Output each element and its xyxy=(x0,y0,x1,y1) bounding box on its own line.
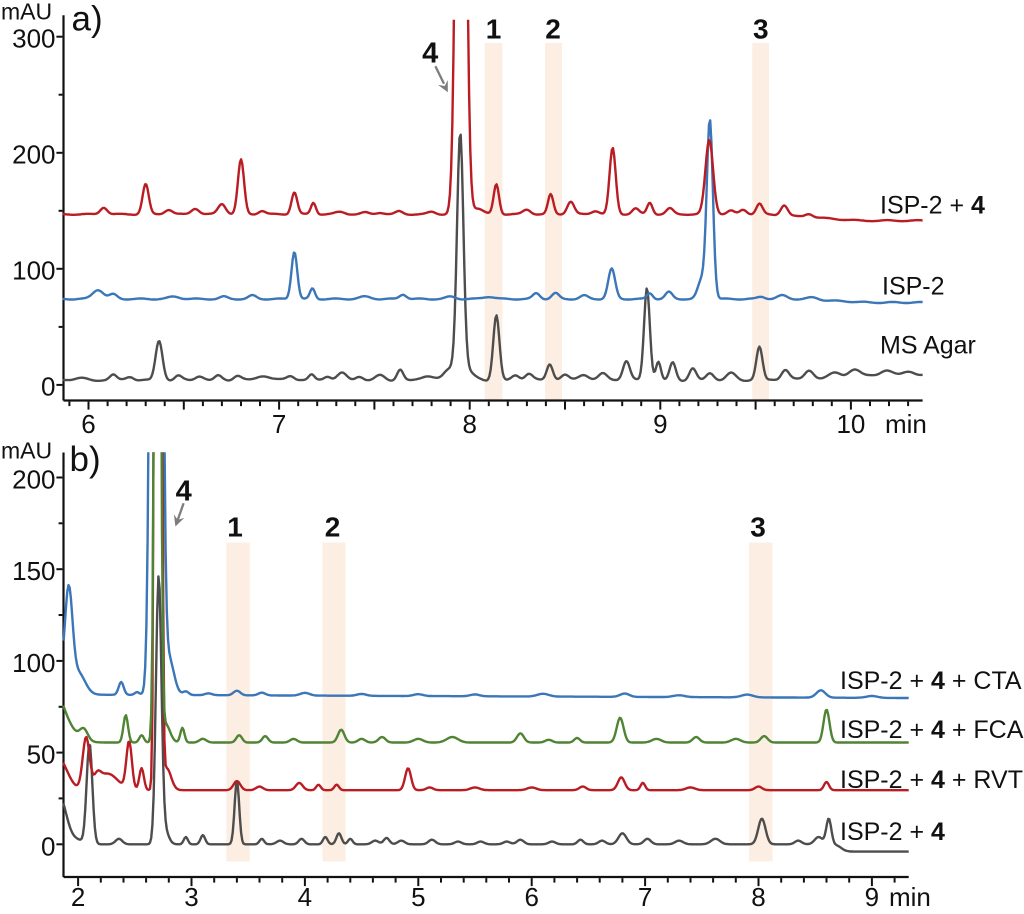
svg-text:9: 9 xyxy=(865,882,879,909)
svg-text:ISP-2: ISP-2 xyxy=(882,273,945,301)
svg-text:0: 0 xyxy=(41,372,55,402)
svg-text:9: 9 xyxy=(653,409,667,439)
svg-text:4: 4 xyxy=(176,476,192,508)
svg-text:mAU: mAU xyxy=(1,438,52,464)
svg-text:7: 7 xyxy=(272,409,286,439)
svg-text:200: 200 xyxy=(12,465,55,495)
svg-text:6: 6 xyxy=(81,409,95,439)
svg-text:5: 5 xyxy=(411,882,425,909)
svg-text:3: 3 xyxy=(184,882,198,909)
svg-text:2: 2 xyxy=(325,512,341,543)
svg-text:10: 10 xyxy=(836,409,865,439)
svg-text:MS Agar: MS Agar xyxy=(880,332,976,360)
svg-text:7: 7 xyxy=(638,882,652,909)
svg-text:8: 8 xyxy=(462,409,476,439)
svg-text:1: 1 xyxy=(227,512,243,543)
svg-text:ISP-2 + 4 + CTA: ISP-2 + 4 + CTA xyxy=(840,667,1022,695)
svg-text:4: 4 xyxy=(298,882,312,909)
svg-text:b): b) xyxy=(70,440,101,479)
svg-text:1: 1 xyxy=(486,14,502,45)
svg-text:100: 100 xyxy=(12,256,55,286)
svg-text:ISP-2 + 4 + FCA: ISP-2 + 4 + FCA xyxy=(840,716,1024,744)
svg-text:min: min xyxy=(889,882,931,909)
svg-text:a): a) xyxy=(72,0,103,39)
svg-text:2: 2 xyxy=(545,14,561,45)
svg-text:100: 100 xyxy=(12,648,55,678)
svg-text:2: 2 xyxy=(71,882,85,909)
svg-text:8: 8 xyxy=(751,882,765,909)
svg-text:50: 50 xyxy=(27,740,56,770)
svg-text:4: 4 xyxy=(422,38,438,70)
svg-text:0: 0 xyxy=(41,831,55,861)
svg-text:ISP-2 + 4: ISP-2 + 4 xyxy=(880,192,985,220)
svg-text:min: min xyxy=(885,409,927,439)
svg-text:3: 3 xyxy=(750,512,766,543)
svg-text:200: 200 xyxy=(12,140,55,170)
svg-text:300: 300 xyxy=(12,23,55,53)
svg-text:ISP-2 + 4: ISP-2 + 4 xyxy=(840,818,945,846)
svg-text:mAU: mAU xyxy=(1,0,52,25)
svg-text:ISP-2 + 4 + RVT: ISP-2 + 4 + RVT xyxy=(840,766,1023,794)
svg-text:3: 3 xyxy=(753,14,769,45)
svg-text:150: 150 xyxy=(12,556,55,586)
svg-text:6: 6 xyxy=(524,882,538,909)
